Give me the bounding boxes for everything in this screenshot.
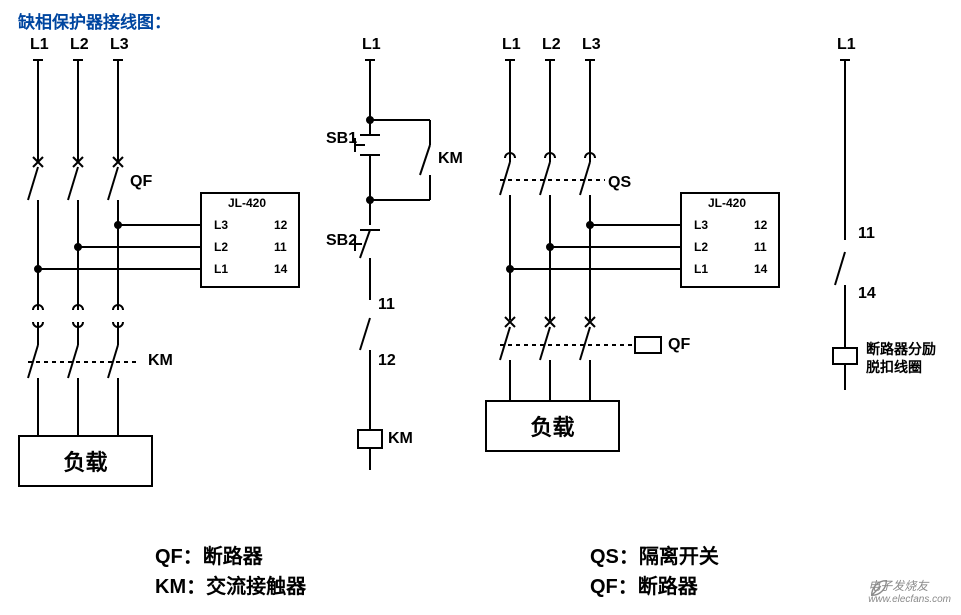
label-qf-right: QF <box>668 336 690 354</box>
legend-qf-left: QF：断路器 <box>155 540 263 569</box>
term-14-2: 14 <box>754 262 767 276</box>
term-11-1: 11 <box>274 240 287 254</box>
wiring-svg <box>0 0 961 615</box>
label-l2-left: L2 <box>70 36 89 54</box>
label-l1-left: L1 <box>30 36 49 54</box>
label-l3-right: L3 <box>582 36 601 54</box>
term-l1-1: L1 <box>214 262 228 276</box>
label-l1-far: L1 <box>837 36 856 54</box>
label-qs: QS <box>608 174 631 192</box>
label-sb1: SB1 <box>326 130 357 148</box>
legend-qs: QS：隔离开关 <box>590 540 719 569</box>
leaf-icon <box>868 577 890 599</box>
label-14-far: 14 <box>858 285 876 303</box>
term-l3-2: L3 <box>694 218 708 232</box>
label-11: 11 <box>378 296 395 314</box>
label-km-aux: KM <box>438 150 463 168</box>
term-l3-1: L3 <box>214 218 228 232</box>
term-12-1: 12 <box>274 218 287 232</box>
jl420-title-right: JL-420 <box>708 196 746 210</box>
term-l1-2: L1 <box>694 262 708 276</box>
label-l3-left: L3 <box>110 36 129 54</box>
label-l2-right: L2 <box>542 36 561 54</box>
legend-qf-right: QF：断路器 <box>590 570 698 599</box>
label-km-left: KM <box>148 352 173 370</box>
term-l2-1: L2 <box>214 240 228 254</box>
legend-km: KM：交流接触器 <box>155 570 306 599</box>
label-km-coil: KM <box>388 430 413 448</box>
label-qf-left: QF <box>130 173 152 191</box>
term-l2-2: L2 <box>694 240 708 254</box>
term-12-2: 12 <box>754 218 767 232</box>
label-12: 12 <box>378 352 396 370</box>
label-sb2: SB2 <box>326 232 357 250</box>
load-box-right: 负载 <box>485 400 620 452</box>
watermark: 电子发烧友 www.elecfans.com <box>868 577 951 605</box>
term-11-2: 11 <box>754 240 767 254</box>
jl420-title-left: JL-420 <box>228 196 266 210</box>
tripcoil-note: 断路器分励 脱扣线圈 <box>866 340 936 376</box>
label-l1-center: L1 <box>362 36 381 54</box>
term-14-1: 14 <box>274 262 287 276</box>
label-l1-right: L1 <box>502 36 521 54</box>
load-box-left: 负载 <box>18 435 153 487</box>
label-11-far: 11 <box>858 225 875 243</box>
